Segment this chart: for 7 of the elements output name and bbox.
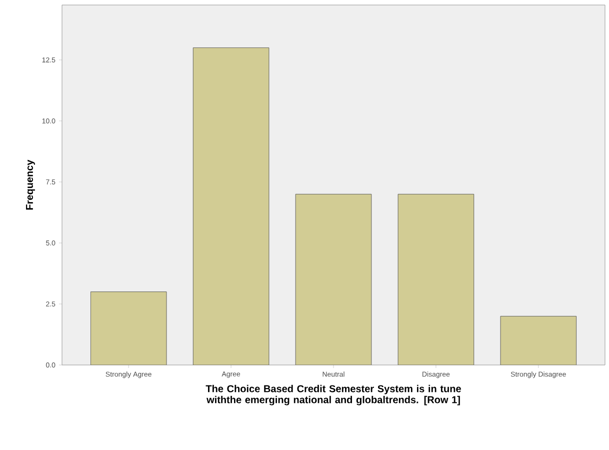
bar <box>500 316 577 365</box>
y-axis-title: Frequency <box>26 160 35 210</box>
x-axis-title: The Choice Based Credit Semester System is in tune withthe emerging national and globaltrends. [Row 1] <box>206 384 461 406</box>
bar <box>90 292 167 365</box>
bar <box>192 48 270 365</box>
bar <box>295 194 372 365</box>
bar <box>398 194 474 365</box>
